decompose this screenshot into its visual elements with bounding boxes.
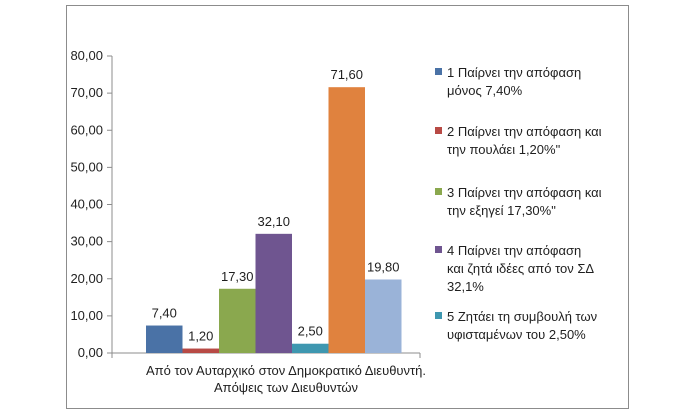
y-tick-label: 10,00 <box>70 308 103 323</box>
data-label-6: 71,60 <box>330 67 363 82</box>
bar-3 <box>219 288 256 353</box>
legend-swatch-5 <box>435 312 442 319</box>
data-label-5: 2,50 <box>298 324 323 339</box>
x-category-label: Από τον Αυταρχικό στον Δημοκρατικό Διευθ… <box>146 363 426 378</box>
data-label-7: 19,80 <box>367 259 400 274</box>
data-label-layer: 7,40 1,20 17,30 32,10 2,50 71,60 19,80 <box>152 67 400 343</box>
legend-label-5: 5 Ζητάει τη συμβουλή των υφισταμένων του… <box>447 309 598 342</box>
y-tick-label: 20,00 <box>70 271 103 286</box>
data-label-2: 1,20 <box>188 329 213 344</box>
bar-5 <box>292 343 329 353</box>
bar-6 <box>328 87 365 353</box>
y-tick-label: 80,00 <box>70 48 103 63</box>
x-category-label: Απόψεις των Διευθυντών <box>214 380 358 395</box>
legend-swatch-2 <box>435 127 442 134</box>
bar-layer <box>146 87 402 353</box>
legend-label-2: 2 Παίρνει την απόφαση και την πουλάει 1,… <box>447 124 602 157</box>
legend-label-1: 1 Παίρνει την απόφαση μόνος 7,40% <box>447 65 582 98</box>
y-tick-label: 40,00 <box>70 197 103 212</box>
data-label-3: 17,30 <box>221 269 254 284</box>
bar-4 <box>255 233 292 353</box>
data-label-1: 7,40 <box>152 306 177 321</box>
legend-swatch-1 <box>435 68 442 75</box>
y-tick-label: 50,00 <box>70 159 103 174</box>
data-label-4: 32,10 <box>257 214 290 229</box>
y-tick-label: 70,00 <box>70 85 103 100</box>
legend-swatch-3 <box>435 188 442 195</box>
axis-layer: 0,00 10,00 20,00 30,00 40,00 50,00 60,00 70,00 8… <box>70 48 426 395</box>
bar-7 <box>365 279 402 353</box>
legend-swatch-4 <box>435 246 442 253</box>
bar-1 <box>146 325 183 353</box>
legend-label-4: 4 Παίρνει την απόφαση και ζητά ιδέες από… <box>447 243 595 294</box>
bar-2 <box>182 348 219 353</box>
y-tick-label: 30,00 <box>70 234 103 249</box>
legend-label-3: 3 Παίρνει την απόφαση και την εξηγεί 17,… <box>447 185 602 218</box>
y-tick-label: 0,00 <box>78 345 103 360</box>
y-tick-label: 60,00 <box>70 122 103 137</box>
